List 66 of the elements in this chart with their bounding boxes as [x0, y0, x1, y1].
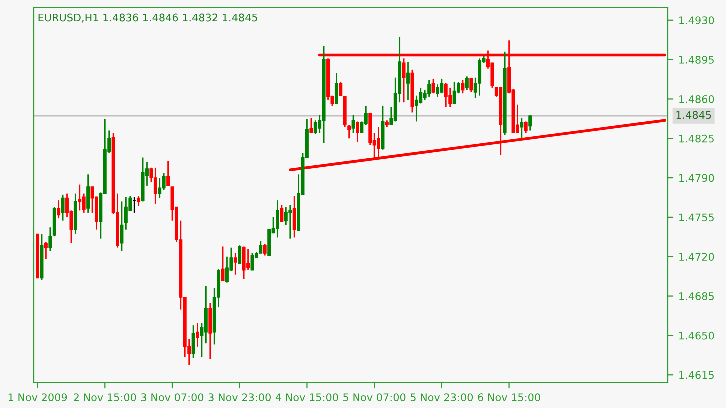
candlestick	[406, 61, 410, 102]
x-tick-label: 1 Nov 2009	[8, 394, 68, 402]
candlestick	[86, 174, 90, 214]
candlestick	[280, 204, 284, 223]
candlestick	[259, 240, 263, 254]
candlestick	[402, 58, 406, 104]
candlestick	[82, 193, 86, 214]
x-tick-label: 6 Nov 15:00	[478, 394, 540, 402]
y-tick-label: 1.4790	[680, 174, 714, 182]
candlestick	[428, 79, 432, 98]
candlestick	[166, 160, 170, 187]
y-tick-label: 1.4755	[680, 214, 714, 222]
candlestick	[57, 200, 61, 220]
candlestick	[48, 226, 52, 252]
chart-title: EURUSD,H1 1.4836 1.4846 1.4832 1.4845	[38, 14, 258, 23]
candlestick	[288, 204, 292, 240]
candlestick	[452, 82, 456, 104]
candlestick	[448, 87, 452, 108]
x-tick-label: 2 Nov 15:00	[74, 394, 136, 402]
candlestick	[470, 78, 474, 94]
candlestick	[356, 121, 360, 143]
y-tick-label: 1.4825	[680, 134, 714, 143]
y-tick-label: 1.4615	[680, 371, 714, 380]
candlestick	[263, 244, 267, 256]
candlestick	[465, 76, 469, 91]
candlestick	[246, 248, 250, 272]
candlestick	[154, 167, 158, 205]
x-tick-label: 5 Nov 23:00	[410, 394, 474, 402]
candlestick	[234, 252, 238, 276]
candlestick	[339, 82, 343, 97]
y-tick-label: 1.4650	[680, 332, 714, 340]
candlestick	[162, 172, 166, 192]
candlestick	[192, 324, 196, 359]
x-tick-label: 3 Nov 23:00	[208, 394, 271, 402]
candlestick	[444, 82, 448, 108]
ref-line-label: 1.4845	[676, 111, 712, 120]
x-tick-label: 3 Nov 07:00	[141, 394, 204, 402]
candlestick	[238, 244, 242, 264]
candlestick	[204, 285, 208, 344]
candlestick	[528, 114, 532, 132]
candlestick	[44, 242, 48, 260]
x-tick-label: 4 Nov 15:00	[276, 394, 338, 402]
candlestick	[158, 177, 162, 200]
candlestick	[242, 246, 246, 280]
y-tick-label: 1.4930	[680, 16, 714, 24]
x-tick-label: 5 Nov 07:00	[344, 394, 406, 402]
candlestick	[61, 194, 65, 222]
y-tick-label: 1.4860	[680, 95, 714, 104]
candlestick	[124, 196, 128, 231]
candlestick	[196, 322, 200, 348]
candlestick	[377, 126, 381, 160]
candlestick	[352, 114, 356, 134]
candlestick	[276, 200, 280, 238]
y-tick-label: 1.4720	[680, 253, 714, 261]
candlestick	[432, 78, 436, 94]
candlestick	[310, 118, 314, 134]
y-tick-label: 1.4895	[680, 56, 714, 64]
candlestick	[334, 72, 338, 104]
candlestick	[478, 58, 482, 97]
candlestick	[520, 118, 524, 140]
candlestick	[137, 195, 141, 207]
candlestick	[440, 78, 444, 94]
y-tick-label: 1.4685	[680, 292, 714, 300]
candlestick	[78, 184, 82, 212]
candlestick	[292, 195, 296, 238]
candlestick	[524, 121, 528, 134]
